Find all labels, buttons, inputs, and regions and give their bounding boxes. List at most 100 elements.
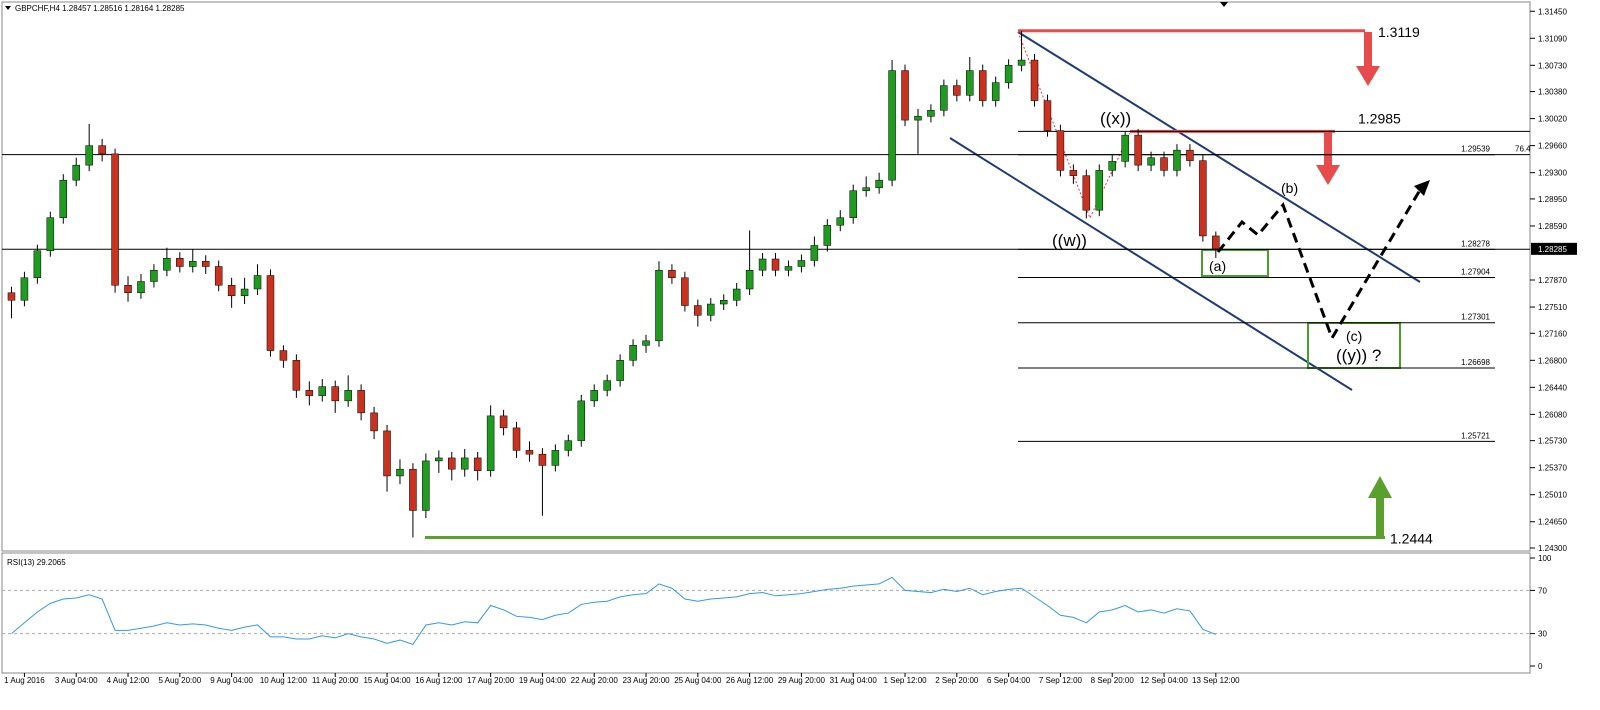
y-tick-label: 1.30730 <box>1538 61 1567 70</box>
y-tick-label: 1.25730 <box>1538 437 1567 446</box>
wave-label: (b) <box>1281 180 1298 196</box>
candle-body <box>940 85 948 111</box>
x-tick-label: 7 Sep 12:00 <box>1039 676 1083 685</box>
candle-body <box>227 285 236 297</box>
candle-body <box>460 457 469 470</box>
candle-body <box>214 266 223 286</box>
candle-body <box>124 285 132 294</box>
candle-body <box>59 179 68 218</box>
candle-body <box>694 305 702 316</box>
y-tick-label: 1.30380 <box>1538 88 1567 97</box>
rsi-panel <box>1 552 1531 674</box>
x-tick-label: 17 Aug 20:00 <box>467 676 515 685</box>
y-tick-label: 1.27510 <box>1538 303 1567 312</box>
candle-body <box>305 390 314 396</box>
price-box <box>1531 242 1577 255</box>
candle-body <box>383 430 391 477</box>
x-tick-label: 15 Aug 04:00 <box>363 676 411 685</box>
candle-body <box>150 269 158 282</box>
candle-body <box>901 70 909 121</box>
candle-body <box>266 275 275 351</box>
y-tick-label: 1.27870 <box>1538 276 1567 285</box>
candle-body <box>253 275 262 290</box>
candle-body <box>163 257 171 271</box>
candle-body <box>836 217 845 226</box>
candle-body <box>448 457 456 470</box>
rsi-title: RSI(13) 29.2065 <box>7 558 66 567</box>
candle-body <box>875 179 883 188</box>
candle-body <box>914 116 922 121</box>
candle-body <box>771 258 780 271</box>
candle-body <box>98 145 106 155</box>
fib-label: 1.26698 <box>1461 358 1490 367</box>
candle-body <box>719 300 728 305</box>
candle-body <box>422 460 430 511</box>
x-tick-label: 2 Sep 20:00 <box>935 676 979 685</box>
candle-body <box>681 277 689 306</box>
candle-body <box>577 400 586 441</box>
x-tick-label: 10 Aug 12:00 <box>260 676 308 685</box>
y-tick-label: 1.31450 <box>1538 7 1567 16</box>
shift-marker <box>1220 2 1228 7</box>
x-tick-label: 26 Aug 12:00 <box>726 676 774 685</box>
x-tick-label: 4 Aug 12:00 <box>107 676 150 685</box>
header: GBPCHF,H4 1.28457 1.28516 1.28164 1.2828… <box>15 4 185 13</box>
y-tick-label: 1.31090 <box>1538 34 1567 43</box>
candle-body <box>473 457 482 471</box>
wave-label: (c) <box>1346 328 1362 344</box>
candle-body <box>1056 130 1065 171</box>
y-tick-label: 1.28590 <box>1538 222 1567 231</box>
y-tick-label: 70 <box>1538 586 1547 595</box>
candle-body <box>603 380 611 391</box>
candle-body <box>564 440 573 451</box>
x-tick-label: 29 Aug 20:00 <box>778 676 826 685</box>
candle-body <box>72 164 80 181</box>
candle-body <box>888 70 896 181</box>
channel-line <box>1017 31 1421 283</box>
candle-body <box>1199 160 1207 237</box>
channel-line <box>949 137 1353 391</box>
candle-body <box>655 269 663 342</box>
candle-body <box>823 224 832 246</box>
fib-pct-label: 76.4 <box>1515 145 1531 154</box>
candle-body <box>318 386 327 396</box>
candle-body <box>758 258 767 271</box>
candle-body <box>849 190 857 218</box>
candle-body <box>1212 235 1220 250</box>
y-tick-label: 1.27160 <box>1538 329 1567 338</box>
candle-body <box>1160 157 1168 171</box>
y-tick-label: 1.24300 <box>1538 544 1567 553</box>
y-tick-label: 1.24650 <box>1538 518 1567 527</box>
y-tick-label: 30 <box>1538 630 1547 639</box>
candle-body <box>189 260 197 267</box>
fib-label: 1.28278 <box>1461 239 1490 248</box>
candle-body <box>1134 134 1142 166</box>
candle-body <box>1147 157 1155 166</box>
candle-body <box>616 360 624 381</box>
fib-label: 1.25721 <box>1461 431 1490 440</box>
candle-body <box>525 450 534 455</box>
wave-label: ((x)) <box>1100 109 1131 128</box>
candle-body <box>357 390 365 414</box>
arrow <box>1368 476 1392 498</box>
candle-body <box>953 85 961 96</box>
candle-body <box>240 288 249 297</box>
candle-body <box>1004 65 1013 83</box>
x-tick-label: 11 Aug 20:00 <box>312 676 359 685</box>
candle-body <box>668 269 676 279</box>
menu-triangle <box>5 6 11 10</box>
arrow <box>1316 165 1340 185</box>
candle-body <box>279 350 288 361</box>
candle-body <box>499 415 508 429</box>
y-tick-label: 1.26080 <box>1538 410 1567 419</box>
candle-body <box>1095 170 1104 211</box>
x-tick-label: 22 Aug 20:00 <box>571 676 619 685</box>
candle-body <box>7 292 16 301</box>
candle-body <box>344 390 352 402</box>
candle-body <box>1017 59 1026 66</box>
candle-body <box>201 260 210 267</box>
candle-body <box>797 260 806 267</box>
x-tick-label: 1 Aug 2016 <box>4 676 45 685</box>
candle-body <box>292 360 301 391</box>
